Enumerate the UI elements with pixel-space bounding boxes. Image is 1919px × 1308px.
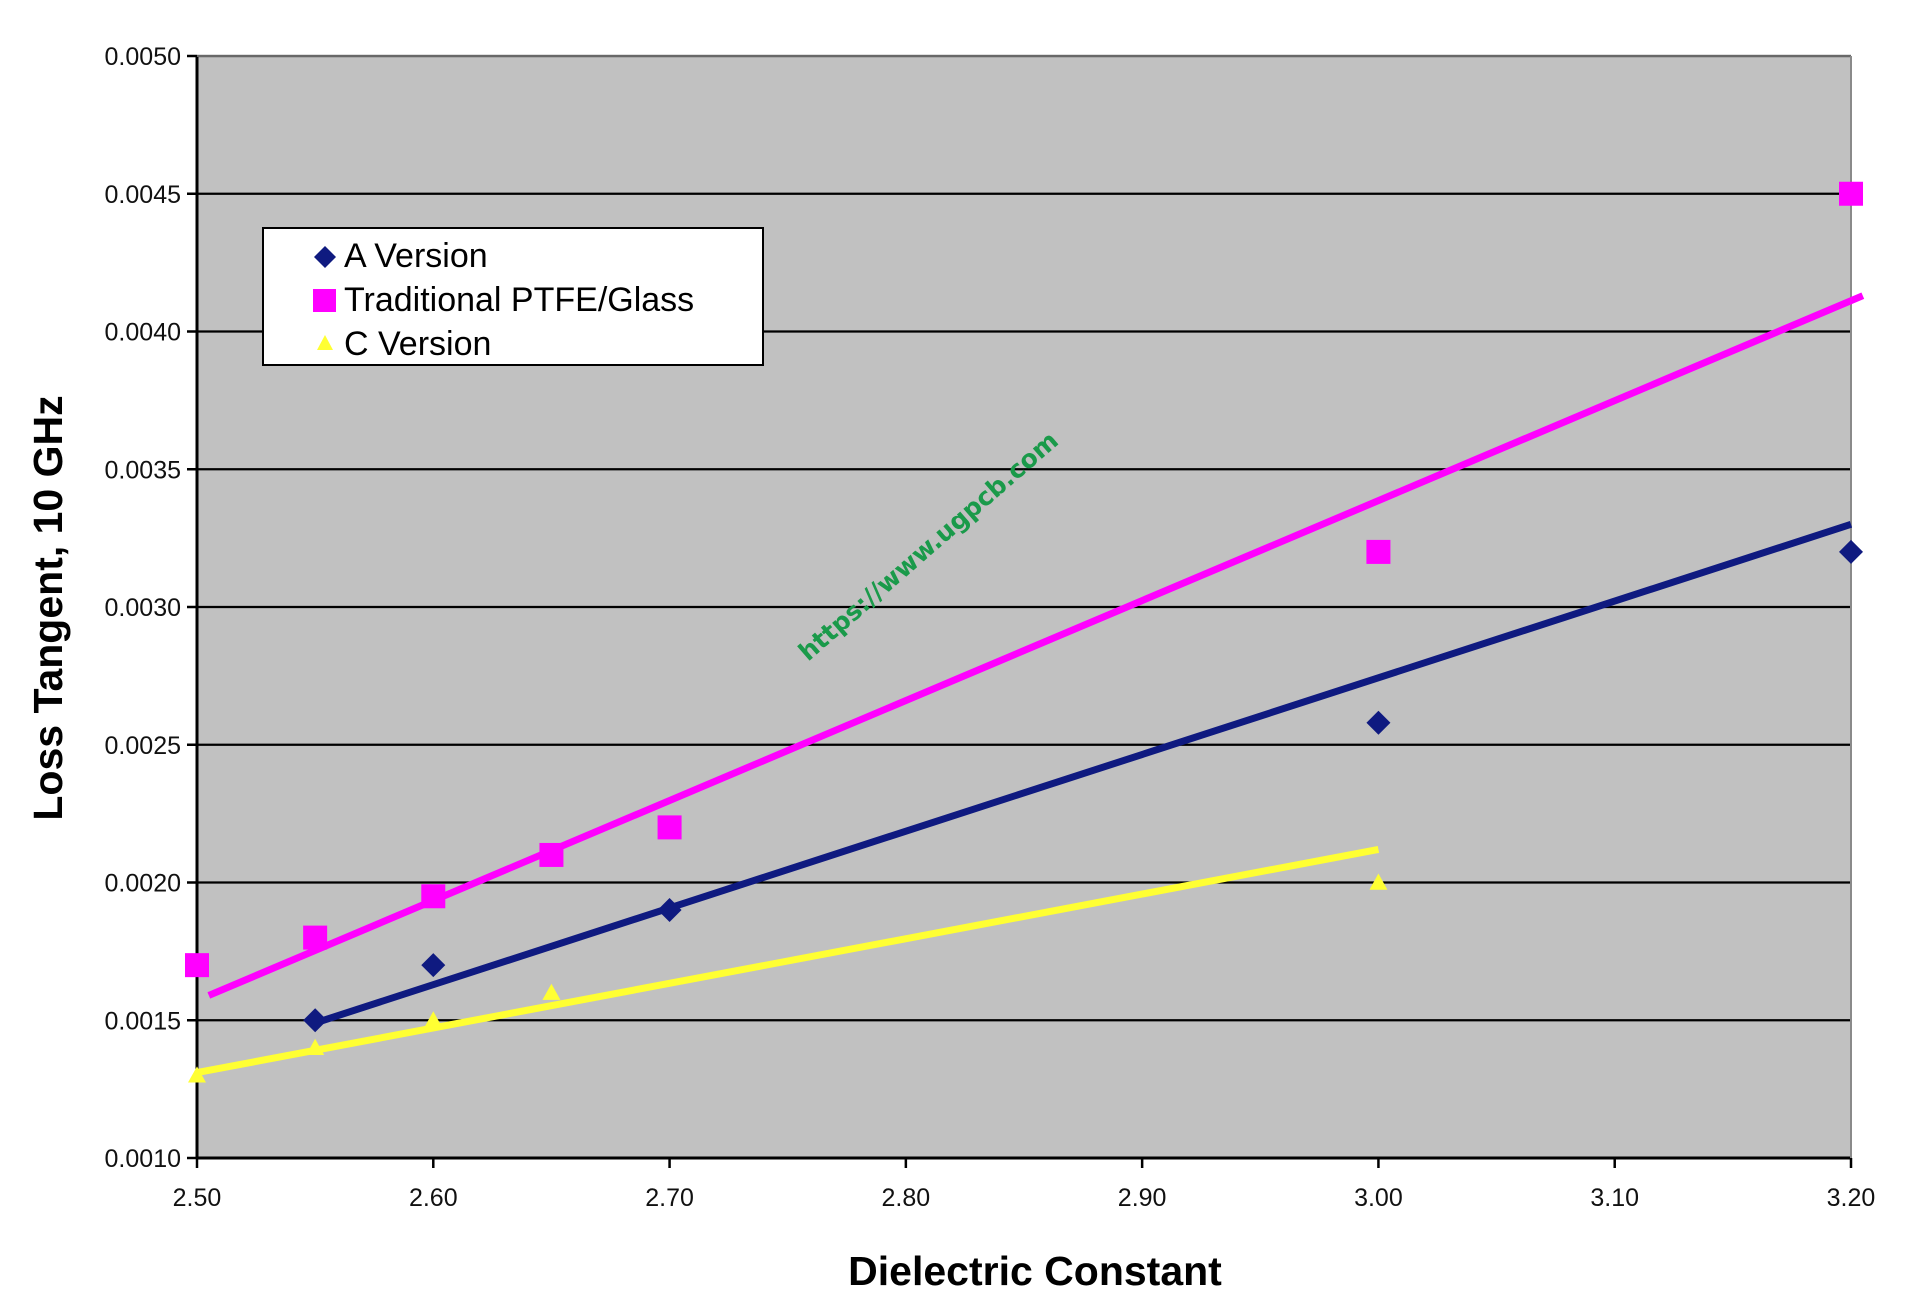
y-tick-labels: 0.0010 0.0015 0.0020 0.0025 0.0030 0.0035 0.00…: [105, 43, 181, 1173]
legend-box: [262, 227, 764, 366]
legend-label-traditional-ptfe-glass: Traditional PTFE/Glass: [344, 281, 694, 319]
y-tick-label: 0.0025: [105, 732, 181, 760]
triangle-marker: [1369, 873, 1388, 890]
square-marker: [303, 925, 328, 950]
diamond-marker: [421, 953, 446, 978]
diamond-marker: [657, 898, 682, 923]
y-axis-title: Loss Tangent, 10 GHz: [25, 395, 71, 820]
diamond-icon: [314, 246, 336, 268]
square-marker: [421, 884, 446, 909]
y-tick-label: 0.0050: [105, 43, 181, 71]
y-tick-label: 0.0020: [105, 870, 181, 898]
x-tick-label: 3.20: [1827, 1184, 1876, 1212]
legend-label-a-version: A Version: [344, 237, 488, 275]
x-tick-label: 3.10: [1590, 1184, 1639, 1212]
square-icon: [313, 289, 336, 312]
square-marker: [539, 842, 564, 867]
legend-label-c-version: C Version: [344, 325, 491, 363]
x-tick-label: 2.70: [645, 1184, 694, 1212]
x-tick-label: 2.50: [173, 1184, 222, 1212]
diamond-marker: [1839, 539, 1863, 564]
y-tick-label: 0.0030: [105, 594, 181, 622]
triangle-marker: [188, 1066, 206, 1083]
x-tick-label: 3.00: [1354, 1184, 1403, 1212]
trendline-traditional-ptfe-glass: [207, 292, 1865, 999]
y-tick-label: 0.0045: [105, 181, 181, 209]
square-marker: [1839, 181, 1863, 206]
triangle-marker: [306, 1038, 325, 1055]
square-marker: [185, 953, 209, 978]
x-tick-label: 2.80: [882, 1184, 931, 1212]
triangle-marker: [424, 1011, 443, 1028]
trendlines: [196, 292, 1865, 1077]
x-axis-title: Dielectric Constant: [848, 1248, 1222, 1294]
trendline-c-version: [196, 846, 1380, 1077]
diamond-marker: [303, 1008, 328, 1033]
data-points: [185, 181, 1863, 1083]
square-marker: [1366, 539, 1391, 564]
trendline-a-version: [314, 521, 1853, 1027]
y-tick-label: 0.0015: [105, 1007, 181, 1035]
y-tick-label: 0.0010: [105, 1145, 181, 1173]
x-tick-label: 2.60: [409, 1184, 458, 1212]
square-marker: [657, 815, 682, 840]
triangle-icon: [317, 335, 333, 350]
triangle-marker: [542, 983, 561, 1000]
y-tick-label: 0.0040: [105, 319, 181, 347]
x-tick-label: 2.90: [1118, 1184, 1167, 1212]
x-tick-labels: 2.50 2.60 2.70 2.80 2.90 3.00 3.10 3.20: [173, 1184, 1876, 1212]
diamond-marker: [1366, 710, 1391, 735]
y-tick-label: 0.0035: [105, 456, 181, 484]
legend: A Version Traditional PTFE/Glass C Versi…: [262, 227, 764, 366]
